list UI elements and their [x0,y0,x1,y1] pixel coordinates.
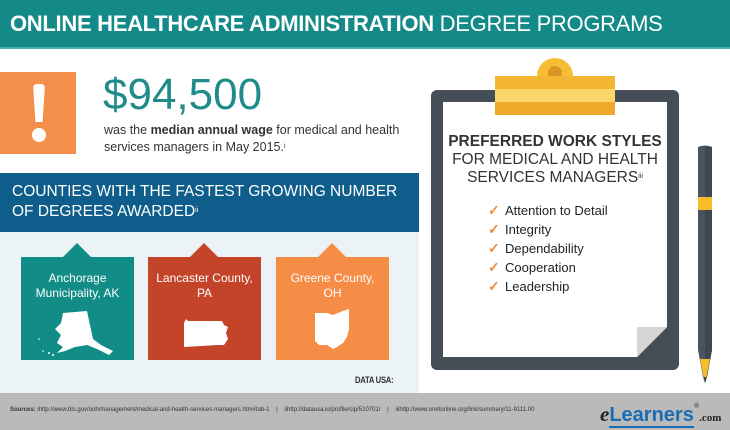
county-label: Greene County, OH [290,271,375,300]
work-styles-title: PREFERRED WORK STYLES FOR MEDICAL AND HE… [448,133,662,186]
county-card-lancaster: Lancaster County, PA [148,243,261,360]
page-curl-icon [637,327,667,357]
counties-title: COUNTIES WITH THE FASTEST GROWING NUMBER… [12,183,398,220]
list-item: ✓ Dependability [488,240,584,256]
checkmark-icon: ✓ [488,259,500,275]
checkmark-icon: ✓ [488,202,500,218]
clipboard-paper [443,102,667,357]
elearners-logo[interactable]: eLearners®.com [600,402,722,428]
work-styles-list: ✓ Attention to Detail ✓ Integrity ✓ Dependa… [488,201,608,296]
source-link[interactable]: iiihttp://www.onetonline.org/link/summar… [395,407,535,413]
footnote-marker: iii [638,173,643,180]
source-link[interactable]: ihttp://www.bls.gov/ooh/management/medic… [37,407,270,413]
footnote-marker: i [283,143,286,150]
exclamation-icon [0,72,76,154]
ohio-map-icon [315,309,349,349]
list-item: ✓ Attention to Detail [488,202,608,218]
list-item: ✓ Cooperation [488,259,576,275]
pen-icon [698,145,712,383]
checkmark-icon: ✓ [488,240,500,256]
sources-line: Sources: ihttp://www.bls.gov/ooh/managem… [10,407,535,413]
counties-banner: COUNTIES WITH THE FASTEST GROWING NUMBER… [0,173,419,232]
title-light: DEGREE PROGRAMS [439,11,663,36]
title-bold: ONLINE HEALTHCARE ADMINISTRATION [10,11,434,36]
page-header: ONLINE HEALTHCARE ADMINISTRATION DEGREE … [0,0,730,49]
checkmark-icon: ✓ [488,278,500,294]
pennsylvania-map-icon [184,319,228,347]
list-item: ✓ Leadership [488,278,570,294]
county-label: Anchorage Municipality, AK [35,271,120,300]
list-item: ✓ Integrity [488,221,552,237]
footnote-marker: ii [195,207,199,214]
checkmark-icon: ✓ [488,221,500,237]
footer: Sources: ihttp://www.bls.gov/ooh/managem… [0,393,730,430]
median-wage-value: $94,500 [103,70,263,119]
median-wage-description: was the median annual wage for medical a… [104,123,400,154]
data-usa-credit: DATA USA: [355,375,394,385]
alaska-map-icon [38,311,113,356]
page-title: ONLINE HEALTHCARE ADMINISTRATION DEGREE … [10,11,663,37]
county-label: Lancaster County, PA [156,271,253,300]
source-link[interactable]: iihttp://datausa.io/profile/cip/510701/ [284,407,381,413]
county-card-anchorage: Anchorage Municipality, AK [21,243,134,360]
clipboard-icon [431,90,679,370]
county-card-greene: Greene County, OH [276,243,389,360]
